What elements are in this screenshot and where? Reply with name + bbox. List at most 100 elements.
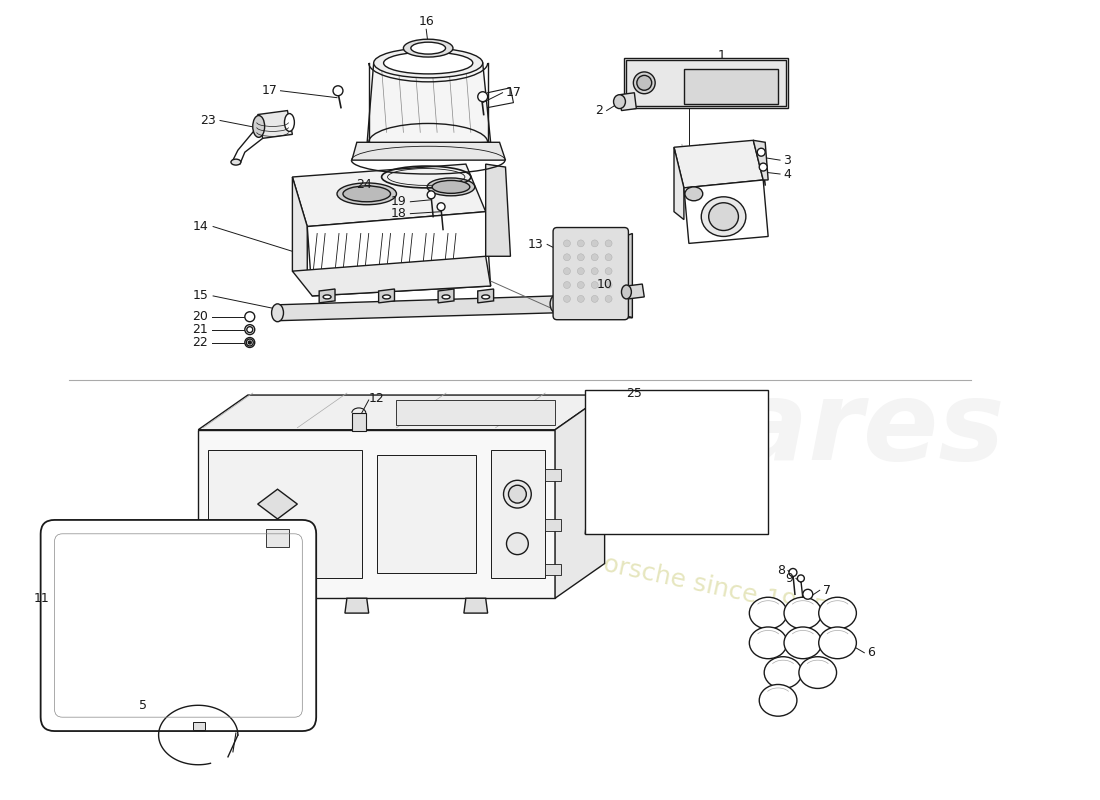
Polygon shape [684,180,768,243]
Polygon shape [198,430,556,598]
Polygon shape [556,395,605,598]
Bar [376,454,476,574]
Ellipse shape [506,533,528,554]
Circle shape [437,202,446,210]
Circle shape [578,295,584,302]
Ellipse shape [702,197,746,237]
Polygon shape [293,164,486,226]
Polygon shape [438,289,454,303]
Ellipse shape [384,52,473,74]
Circle shape [605,240,612,247]
Ellipse shape [799,657,837,689]
Polygon shape [619,93,636,110]
Circle shape [245,338,255,347]
Text: 17: 17 [262,84,277,98]
Ellipse shape [343,186,390,202]
Circle shape [246,326,253,333]
Bar [491,450,546,578]
Circle shape [563,282,571,289]
Ellipse shape [253,115,265,138]
Circle shape [605,295,612,302]
Circle shape [246,339,253,346]
Ellipse shape [759,685,796,716]
Text: 5: 5 [139,698,146,712]
Ellipse shape [404,39,453,57]
Polygon shape [345,598,368,613]
Ellipse shape [749,598,786,629]
Text: 21: 21 [192,323,208,336]
Ellipse shape [410,42,446,54]
Bar [194,722,206,730]
Bar [265,529,289,546]
Text: 8: 8 [777,564,785,577]
Circle shape [578,282,584,289]
Ellipse shape [427,178,475,196]
Polygon shape [226,598,250,613]
Circle shape [249,341,251,344]
Text: 14: 14 [192,220,208,233]
Ellipse shape [508,486,526,503]
Circle shape [789,569,796,577]
Polygon shape [486,164,510,256]
Ellipse shape [637,75,651,90]
Circle shape [333,86,343,96]
Circle shape [605,254,612,261]
Text: 6: 6 [867,646,876,659]
Circle shape [605,268,612,274]
Polygon shape [674,140,763,188]
Polygon shape [275,296,557,321]
Text: 18: 18 [390,207,406,220]
Circle shape [759,163,767,171]
Ellipse shape [634,72,656,94]
Text: 20: 20 [192,310,208,323]
Ellipse shape [482,295,490,299]
Ellipse shape [383,295,390,299]
Circle shape [591,282,598,289]
Ellipse shape [272,304,284,322]
Bar [546,519,561,531]
Bar [208,450,362,578]
Circle shape [563,240,571,247]
Circle shape [591,254,598,261]
Text: 13: 13 [527,238,543,251]
Polygon shape [319,289,336,303]
Polygon shape [625,234,632,318]
FancyBboxPatch shape [41,520,316,731]
Text: 16: 16 [418,15,434,28]
Circle shape [245,312,255,322]
Text: 24: 24 [356,178,372,191]
Ellipse shape [685,187,703,201]
Polygon shape [366,63,491,147]
Polygon shape [307,212,491,296]
Circle shape [803,590,813,599]
Circle shape [477,92,487,102]
Circle shape [591,240,598,247]
Ellipse shape [749,627,786,658]
Text: 17: 17 [506,86,521,99]
Text: 2: 2 [595,104,603,117]
Circle shape [578,240,584,247]
Text: eurospares: eurospares [302,376,1005,483]
Polygon shape [257,110,293,138]
Ellipse shape [374,48,483,78]
Text: 22: 22 [192,336,208,349]
Ellipse shape [784,598,822,629]
Circle shape [427,191,436,198]
Circle shape [605,282,612,289]
Text: 15: 15 [192,290,208,302]
Bar [352,413,365,430]
Polygon shape [293,256,491,296]
Text: 4: 4 [783,167,791,181]
Text: 25: 25 [626,386,642,399]
Text: 11: 11 [34,592,50,605]
Circle shape [757,148,766,156]
Circle shape [563,254,571,261]
Polygon shape [396,400,556,425]
Text: 7: 7 [823,584,830,597]
Circle shape [591,268,598,274]
Circle shape [591,295,598,302]
Polygon shape [198,395,605,430]
Circle shape [563,295,571,302]
Ellipse shape [621,285,631,299]
Text: 9: 9 [785,572,793,585]
